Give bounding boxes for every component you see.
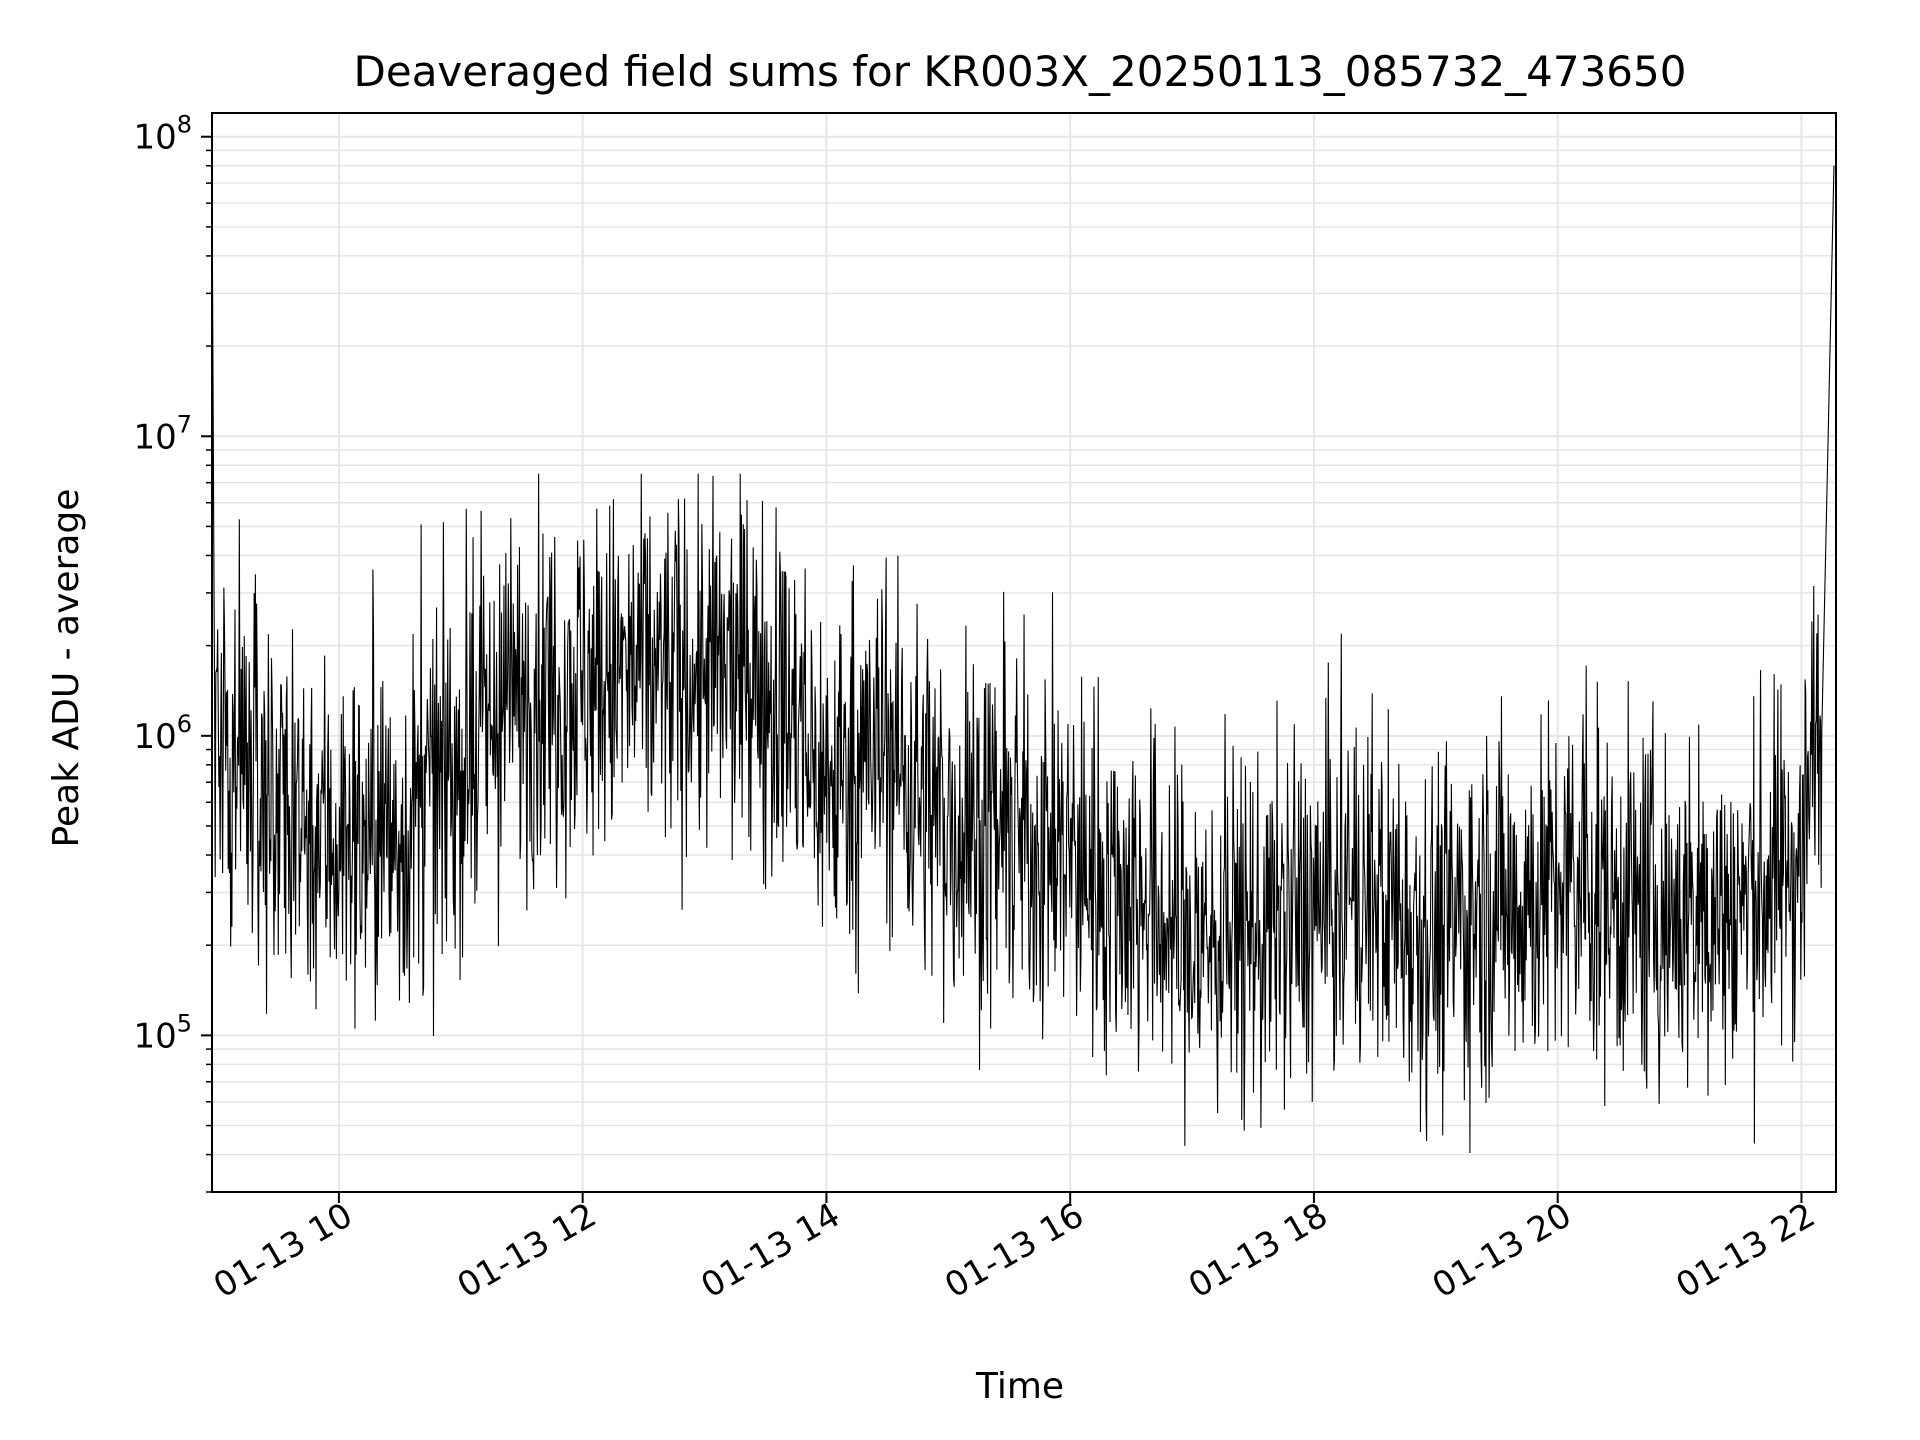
series-line bbox=[211, 165, 1835, 1153]
plot-area bbox=[211, 165, 1835, 1153]
y-axis-label: Peak ADU - average bbox=[46, 489, 87, 848]
plot-frame bbox=[211, 112, 1837, 1193]
y-tick-label: 106 bbox=[133, 710, 192, 757]
y-tick-label: 107 bbox=[133, 410, 192, 457]
chart-title: Deaveraged field sums for KR003X_2025011… bbox=[354, 47, 1687, 96]
x-axis-label: Time bbox=[975, 1366, 1064, 1407]
y-tick-label: 108 bbox=[133, 111, 192, 158]
y-tick-label: 105 bbox=[133, 1009, 192, 1056]
